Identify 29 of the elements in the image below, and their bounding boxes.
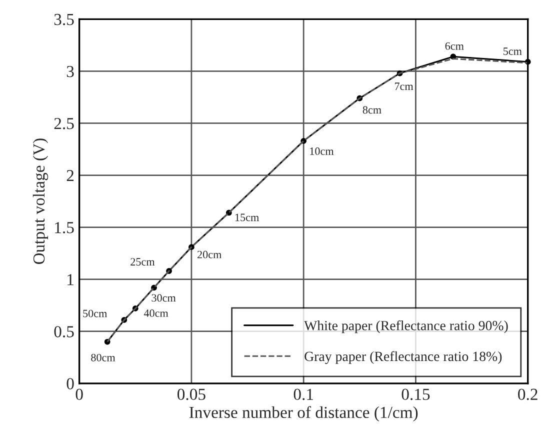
annotation: 80cm [91, 354, 116, 362]
y-tick-label: 3.5 [54, 14, 74, 26]
annotation: 8cm [362, 106, 382, 114]
y-tick-label: 0.5 [54, 326, 74, 338]
legend-label: White paper (Reflectance ratio 90%) [304, 320, 508, 334]
x-tick-label: 0.15 [402, 388, 430, 400]
x-tick-label: 0 [76, 388, 83, 400]
annotation: 20cm [197, 250, 222, 258]
y-tick-label: 0 [66, 378, 74, 390]
annotation: 50cm [83, 310, 108, 318]
y-tick-label: 3 [66, 66, 74, 78]
annotation: 7cm [394, 82, 414, 90]
y-tick-label: 1.5 [55, 222, 74, 234]
x-tick-label: 0.05 [178, 388, 206, 400]
annotation: 15cm [235, 214, 259, 222]
y-axis-title: Output voltage (V) [32, 138, 48, 264]
annotation: 40cm [144, 309, 168, 317]
legend-label: Gray paper (Reflectance ratio 18%) [304, 351, 502, 364]
annotation: 5cm [504, 48, 522, 55]
y-tick-label: 1 [68, 274, 74, 286]
x-tick-label: 0.1 [294, 388, 313, 400]
annotation: 25cm [130, 258, 155, 266]
y-tick-label: 2.5 [54, 118, 74, 130]
y-tick-label: 2 [66, 170, 74, 182]
annotation: 10cm [310, 147, 334, 155]
annotation: 6cm [445, 42, 464, 50]
x-axis-title: Inverse number of distance (1/cm) [189, 406, 418, 422]
annotation: 30cm [152, 294, 176, 302]
x-tick-label: 0.2 [518, 388, 538, 400]
